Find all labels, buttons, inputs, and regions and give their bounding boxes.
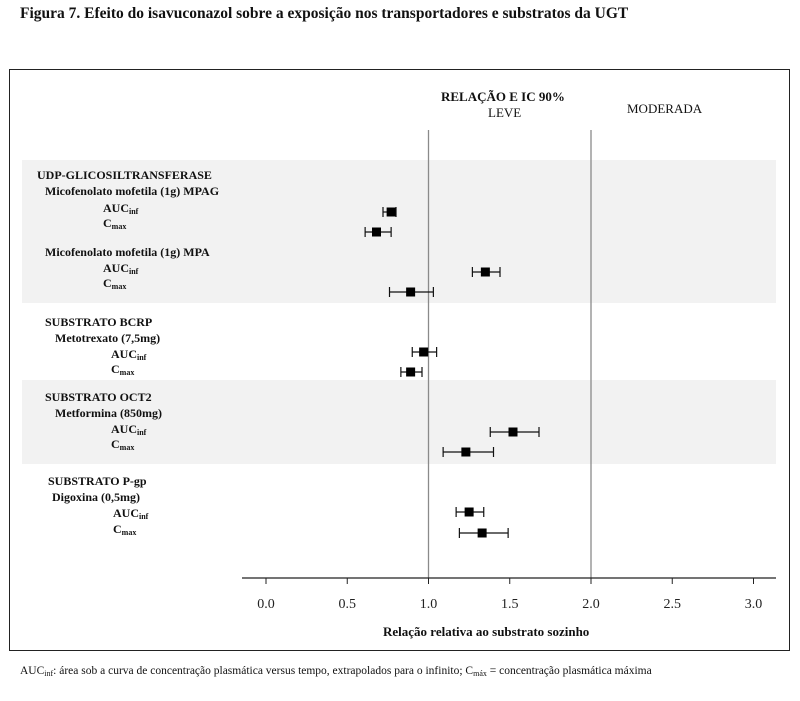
figure-frame	[9, 69, 790, 651]
point-estimate-marker	[464, 507, 474, 517]
figure-title: Figura 7. Efeito do isavuconazol sobre a…	[20, 5, 629, 22]
metric-label-auc: AUCinf	[103, 261, 139, 276]
group-title-oct2: SUBSTRATO OCT2	[45, 390, 152, 404]
x-tick-label: 1.0	[420, 597, 438, 612]
x-tick-label: 3.0	[745, 597, 763, 612]
data-point	[455, 507, 485, 517]
drug-label-metformina: Metformina (850mg)	[55, 406, 162, 420]
x-tick-label: 1.5	[501, 597, 519, 612]
drug-label-metotrexato: Metotrexato (7,5mg)	[55, 331, 161, 345]
data-point	[411, 347, 438, 357]
point-estimate-marker	[406, 367, 416, 377]
metric-label-cmax: Cmax	[111, 437, 135, 452]
group-band-ugt	[22, 160, 776, 303]
data-point	[489, 427, 540, 437]
drug-label-digoxina: Digoxina (0,5mg)	[52, 490, 140, 504]
x-tick-label: 2.5	[664, 597, 682, 612]
x-tick-label: 0.0	[257, 597, 275, 612]
data-point	[458, 528, 509, 538]
data-point	[364, 227, 392, 237]
metric-label-auc: AUCinf	[103, 201, 139, 216]
data-point	[471, 267, 501, 277]
metric-label-cmax: Cmax	[111, 362, 135, 377]
x-tick-label: 2.0	[582, 597, 600, 612]
group-title-bcrp: SUBSTRATO BCRP	[45, 315, 153, 329]
metric-label-auc: AUCinf	[113, 506, 149, 521]
metric-label-cmax: Cmax	[103, 276, 127, 291]
data-point	[382, 207, 397, 217]
data-point	[388, 287, 434, 297]
group-title-ugt: UDP-GLICOSILTRANSFERASE	[37, 168, 212, 182]
group-band-oct2	[22, 380, 776, 464]
point-estimate-marker	[477, 528, 487, 538]
point-estimate-marker	[461, 447, 471, 457]
moderate-zone-label: MODERADA	[627, 101, 703, 116]
data-point	[400, 367, 423, 377]
point-estimate-marker	[372, 227, 381, 237]
drug-label-mpa: Micofenolato mofetila (1g) MPA	[45, 245, 210, 259]
ratio-ci-title: RELAÇÃO E IC 90%	[441, 89, 565, 104]
x-axis-title: Relação relativa ao substrato sozinho	[383, 624, 590, 639]
metric-label-cmax: Cmax	[113, 522, 137, 537]
data-point	[442, 447, 495, 457]
metric-label-auc: AUCinf	[111, 422, 147, 437]
mild-zone-label: LEVE	[488, 105, 522, 120]
footnote: AUCinf: área sob a curva de concentração…	[20, 665, 652, 678]
point-estimate-marker	[480, 267, 490, 277]
drug-label-mpag: Micofenolato mofetila (1g) MPAG	[45, 184, 220, 198]
metric-label-auc: AUCinf	[111, 347, 147, 362]
x-tick-label: 0.5	[339, 597, 357, 612]
point-estimate-marker	[419, 347, 429, 357]
point-estimate-marker	[508, 427, 518, 437]
metric-label-cmax: Cmax	[103, 216, 127, 231]
point-estimate-marker	[386, 207, 396, 217]
group-title-pgp: SUBSTRATO P-gp	[48, 474, 147, 488]
point-estimate-marker	[406, 287, 416, 297]
